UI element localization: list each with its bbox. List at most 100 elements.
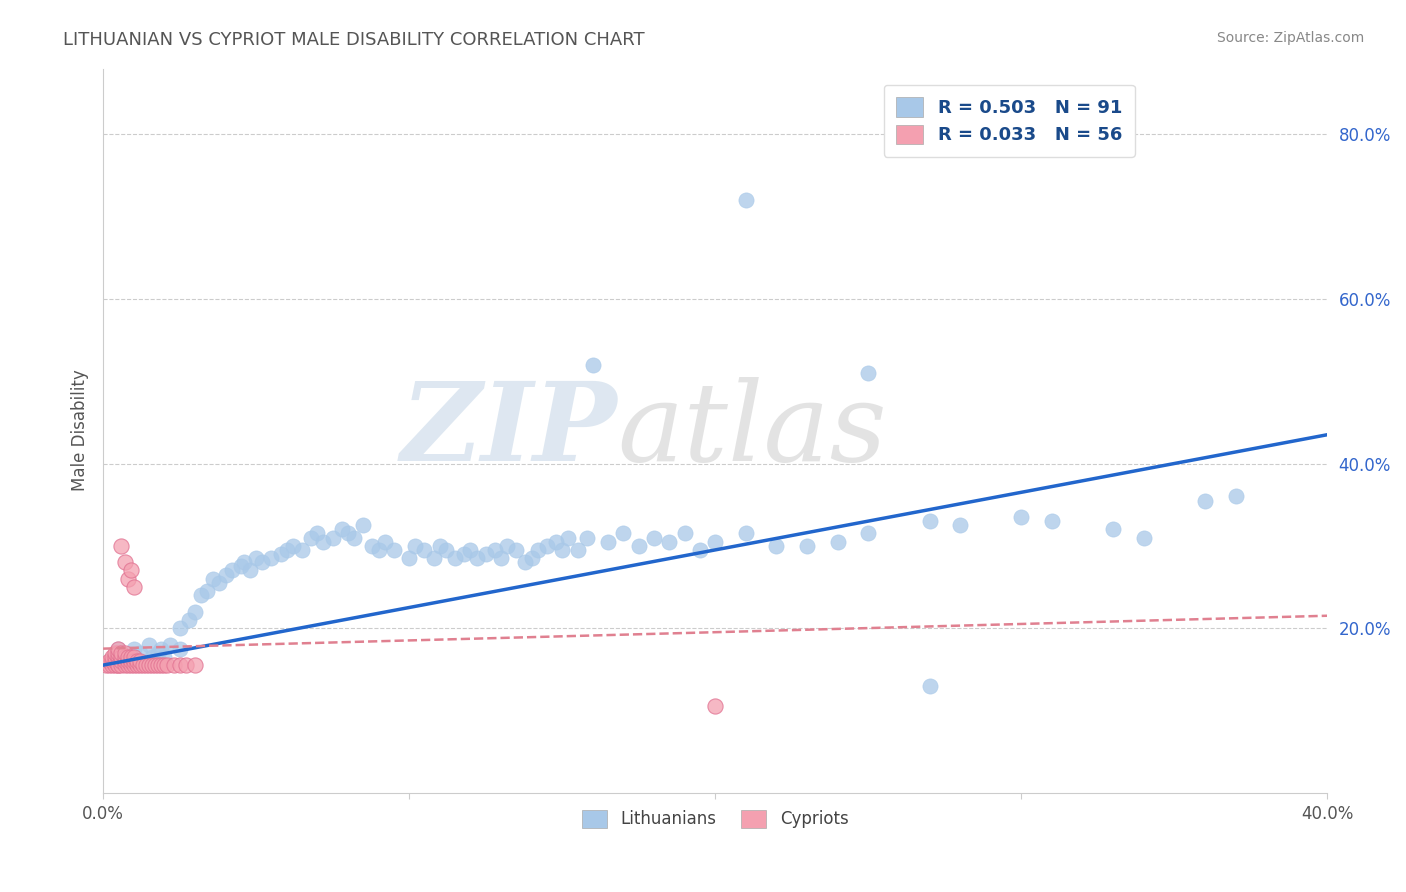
Point [120,658,142,673]
Point [453,547,475,561]
Point [169,658,191,673]
Point [114,654,136,668]
Point [307,526,329,541]
Point [174,658,197,673]
Point [214,567,236,582]
Point [520,551,543,566]
Point [117,572,139,586]
Point [159,638,181,652]
Point [1102,522,1125,536]
Text: LITHUANIAN VS CYPRIOT MALE DISABILITY CORRELATION CHART: LITHUANIAN VS CYPRIOT MALE DISABILITY CO… [63,31,645,49]
Point [796,539,818,553]
Point [704,534,727,549]
Point [110,658,132,673]
Point [1010,510,1032,524]
Point [104,654,127,668]
Point [150,641,173,656]
Point [184,605,207,619]
Point [184,658,207,673]
Point [1132,531,1154,545]
Point [484,542,506,557]
Point [434,542,457,557]
Point [322,531,344,545]
Point [546,534,568,549]
Point [122,580,145,594]
Text: atlas: atlas [617,376,887,484]
Point [107,658,129,673]
Point [515,555,537,569]
Point [138,658,160,673]
Point [575,531,598,545]
Point [114,555,136,569]
Point [765,539,787,553]
Point [96,658,118,673]
Point [114,646,136,660]
Point [598,534,620,549]
Text: ZIP: ZIP [401,376,617,484]
Point [125,654,148,668]
Point [101,649,124,664]
Point [107,654,129,668]
Point [444,551,467,566]
Point [1194,493,1216,508]
Point [505,542,527,557]
Point [169,621,191,635]
Point [110,654,132,668]
Point [352,518,374,533]
Point [567,542,589,557]
Point [132,658,155,673]
Point [150,658,173,673]
Point [239,564,262,578]
Point [858,526,880,541]
Point [104,658,127,673]
Point [918,679,941,693]
Point [827,534,849,549]
Point [101,654,124,668]
Point [148,646,170,660]
Point [110,539,132,553]
Text: Source: ZipAtlas.com: Source: ZipAtlas.com [1216,31,1364,45]
Point [1040,514,1063,528]
Point [260,551,283,566]
Point [734,193,756,207]
Point [107,649,129,664]
Point [120,649,142,664]
Point [232,555,254,569]
Point [122,654,145,668]
Point [120,564,142,578]
Point [107,641,129,656]
Point [122,641,145,656]
Point [110,649,132,664]
Point [101,658,124,673]
Point [107,646,129,660]
Point [114,649,136,664]
Point [627,539,650,553]
Point [374,534,396,549]
Point [918,514,941,528]
Point [404,539,426,553]
Point [120,654,142,668]
Point [474,547,496,561]
Point [526,542,548,557]
Point [291,542,314,557]
Point [98,658,121,673]
Point [143,658,166,673]
Point [122,649,145,664]
Point [169,641,191,656]
Point [138,638,160,652]
Point [658,534,681,549]
Point [413,542,436,557]
Point [162,658,184,673]
Point [221,564,243,578]
Point [382,542,405,557]
Point [153,658,176,673]
Point [429,539,451,553]
Point [1225,490,1247,504]
Point [195,584,218,599]
Point [110,646,132,660]
Point [98,654,121,668]
Point [557,531,579,545]
Point [465,551,488,566]
Point [141,649,163,664]
Point [107,658,129,673]
